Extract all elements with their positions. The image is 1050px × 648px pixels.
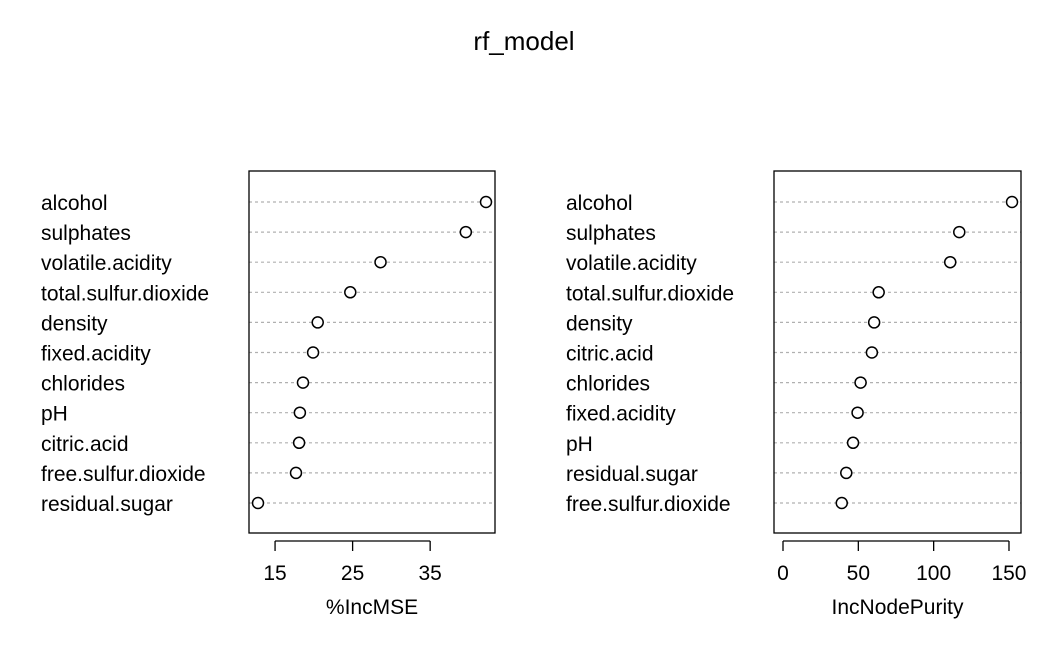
category-label: pH xyxy=(41,403,68,426)
category-label: volatile.acidity xyxy=(41,252,172,275)
x-axis-label: IncNodePurity xyxy=(832,596,964,619)
data-point xyxy=(289,466,303,480)
category-label: chlorides xyxy=(41,373,125,396)
data-point xyxy=(292,436,306,450)
data-point xyxy=(851,406,864,419)
data-point xyxy=(943,255,957,269)
category-label: fixed.acidity xyxy=(566,403,676,426)
category-label: fixed.acidity xyxy=(41,343,151,366)
category-label: total.sulfur.dioxide xyxy=(41,282,209,305)
category-label: sulphates xyxy=(566,222,656,245)
data-point xyxy=(479,195,493,209)
data-point xyxy=(311,316,324,329)
category-label: volatile.acidity xyxy=(566,252,697,275)
x-tick-label: 50 xyxy=(847,562,870,585)
x-tick-label: 100 xyxy=(916,562,951,585)
category-label: alcohol xyxy=(41,192,108,215)
data-point xyxy=(872,286,885,299)
x-tick-label: 25 xyxy=(341,562,364,585)
data-point xyxy=(296,376,310,389)
category-label: density xyxy=(41,312,108,335)
data-point xyxy=(344,286,357,299)
category-label: alcohol xyxy=(566,192,633,215)
x-axis-label: %IncMSE xyxy=(326,596,418,619)
data-point xyxy=(293,406,307,419)
data-point xyxy=(854,376,867,389)
x-tick-label: 150 xyxy=(991,562,1026,585)
data-point xyxy=(374,255,387,269)
category-label: density xyxy=(566,312,633,335)
category-label: sulphates xyxy=(41,222,131,245)
panel-1: alcohol sulphates volatile.acidity total.su… xyxy=(41,170,496,619)
data-point xyxy=(835,496,849,510)
data-point xyxy=(865,346,879,359)
category-label: pH xyxy=(566,433,593,456)
plot-frame xyxy=(248,170,496,534)
x-tick-label: 35 xyxy=(418,562,441,585)
data-point xyxy=(840,466,853,480)
category-label: chlorides xyxy=(566,373,650,396)
data-point xyxy=(459,225,473,239)
data-point xyxy=(846,436,860,450)
category-label: free.sulfur.dioxide xyxy=(566,493,731,516)
panel-2: alcohol sulphates volatile.acidity total.su… xyxy=(566,170,1027,619)
category-label: citric.acid xyxy=(41,433,129,456)
data-point xyxy=(251,496,265,510)
x-tick-label: 0 xyxy=(777,562,789,585)
category-label: residual.sugar xyxy=(41,493,173,516)
category-label: free.sulfur.dioxide xyxy=(41,463,206,486)
category-label: total.sulfur.dioxide xyxy=(566,282,734,305)
data-point xyxy=(1005,195,1019,209)
x-tick-label: 15 xyxy=(263,562,286,585)
data-point xyxy=(867,316,881,329)
category-label: residual.sugar xyxy=(566,463,698,486)
data-point xyxy=(953,225,966,239)
plot-frame xyxy=(773,170,1022,534)
category-label: citric.acid xyxy=(566,343,654,366)
data-point xyxy=(306,346,320,359)
chart-title: rf_model xyxy=(473,26,574,56)
